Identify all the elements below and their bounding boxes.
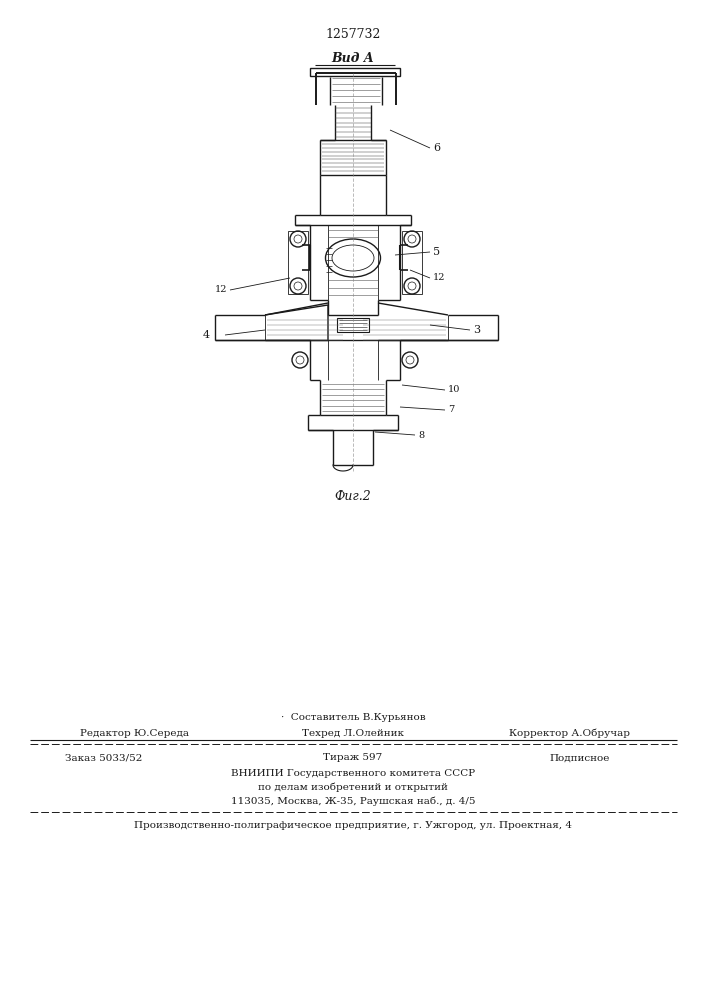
Text: 3: 3 bbox=[473, 325, 480, 335]
Text: 12: 12 bbox=[433, 273, 445, 282]
Text: 8: 8 bbox=[418, 430, 424, 440]
Text: по делам изобретений и открытий: по делам изобретений и открытий bbox=[258, 782, 448, 792]
Bar bbox=[288, 231, 308, 294]
Text: Подписное: Подписное bbox=[549, 754, 610, 762]
Bar bbox=[402, 231, 422, 294]
Text: Фиг.2: Фиг.2 bbox=[334, 490, 371, 503]
Text: 5: 5 bbox=[433, 247, 440, 257]
Text: Техред Л.Олейник: Техред Л.Олейник bbox=[302, 728, 404, 738]
Text: Корректор А.Обручар: Корректор А.Обручар bbox=[509, 728, 630, 738]
Text: Вид A: Вид A bbox=[332, 52, 374, 65]
Text: Тираж 597: Тираж 597 bbox=[323, 754, 382, 762]
Text: Производственно-полиграфическое предприятие, г. Ужгород, ул. Проектная, 4: Производственно-полиграфическое предприя… bbox=[134, 822, 572, 830]
Text: 10: 10 bbox=[448, 385, 460, 394]
Bar bbox=[337, 318, 369, 332]
Ellipse shape bbox=[325, 239, 380, 277]
Text: 6: 6 bbox=[433, 143, 440, 153]
Bar bbox=[310, 68, 400, 76]
Text: 113035, Москва, Ж-35, Раушская наб., д. 4/5: 113035, Москва, Ж-35, Раушская наб., д. … bbox=[230, 796, 475, 806]
Text: 1257732: 1257732 bbox=[325, 28, 380, 41]
Text: ·  Составитель В.Курьянов: · Составитель В.Курьянов bbox=[281, 714, 426, 722]
Text: 12: 12 bbox=[215, 286, 228, 294]
Text: 4: 4 bbox=[203, 330, 210, 340]
Text: ВНИИПИ Государственного комитета СССР: ВНИИПИ Государственного комитета СССР bbox=[231, 768, 475, 778]
Text: Заказ 5033/52: Заказ 5033/52 bbox=[65, 754, 142, 762]
Text: Редактор Ю.Середа: Редактор Ю.Середа bbox=[80, 728, 189, 738]
Ellipse shape bbox=[332, 245, 374, 271]
Text: 7: 7 bbox=[448, 406, 455, 414]
